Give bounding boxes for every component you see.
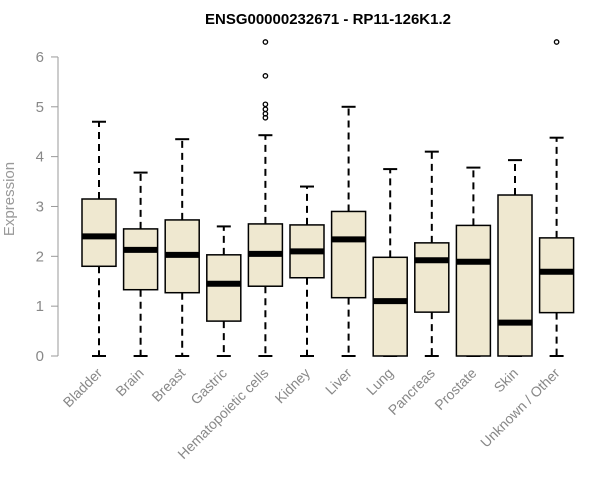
box-prostate — [455, 166, 492, 357]
outlier-point — [262, 101, 269, 108]
iqr-box — [414, 242, 450, 313]
y-tick-label: 1 — [36, 298, 44, 315]
iqr-box — [330, 210, 367, 299]
y-tick-label: 0 — [36, 348, 44, 365]
box-unknown-other — [538, 39, 575, 357]
x-tick-label: Breast — [148, 365, 188, 405]
outlier-point — [262, 39, 269, 45]
box-hematopoietic-cells — [247, 39, 284, 357]
outlier-point — [553, 39, 560, 45]
box-kidney — [289, 185, 325, 357]
x-tick-label: Lung — [363, 365, 396, 398]
y-axis-title: Expression — [1, 162, 18, 236]
outlier-point — [262, 73, 269, 79]
box-bladder — [81, 120, 117, 357]
y-tick-label: 3 — [36, 198, 44, 215]
box-gastric — [206, 225, 242, 357]
box-lung — [372, 168, 408, 357]
x-tick-label: Prostate — [431, 365, 479, 413]
y-tick-label: 5 — [36, 99, 44, 116]
x-tick-label: Brain — [112, 365, 146, 399]
chart-title: ENSG00000232671 - RP11-126K1.2 — [205, 11, 451, 28]
box-liver — [330, 105, 367, 357]
y-tick-label: 6 — [36, 49, 44, 66]
y-axis: 0 1 2 3 4 5 6 — [36, 49, 59, 365]
box-breast — [164, 138, 200, 357]
box-pancreas — [414, 150, 450, 357]
box-brain — [122, 171, 159, 357]
iqr-box — [538, 237, 575, 314]
boxes-group — [81, 39, 575, 357]
iqr-box — [81, 198, 117, 268]
x-tick-label: Unknown / Other — [477, 365, 563, 451]
iqr-box — [122, 228, 159, 291]
iqr-box — [497, 194, 533, 357]
box-skin — [497, 159, 533, 357]
y-tick-label: 4 — [36, 149, 44, 166]
iqr-box — [455, 224, 492, 357]
outlier-point — [262, 106, 269, 113]
x-tick-label: Liver — [322, 365, 355, 398]
iqr-box — [372, 256, 408, 357]
iqr-box — [206, 254, 242, 322]
x-tick-label: Kidney — [272, 365, 314, 407]
x-tick-label: Skin — [491, 365, 522, 396]
y-tick-label: 2 — [36, 248, 44, 265]
x-tick-label: Bladder — [60, 365, 106, 411]
